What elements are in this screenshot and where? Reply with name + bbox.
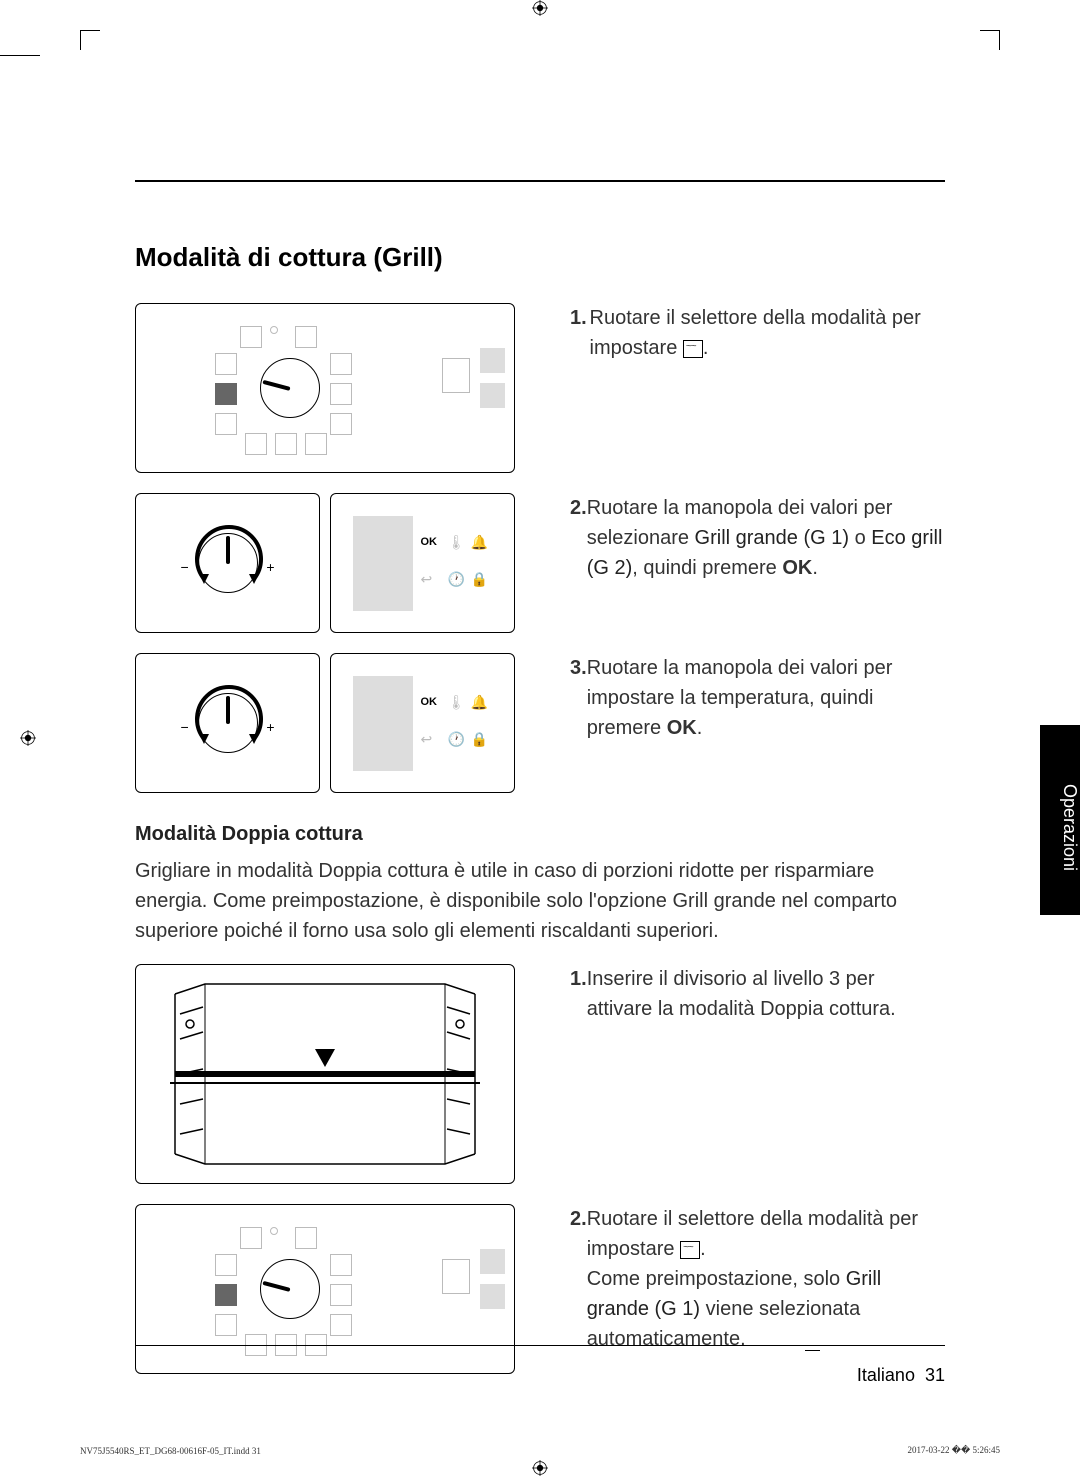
oven-interior-diagram bbox=[135, 964, 515, 1184]
value-dial: −+ bbox=[198, 533, 258, 593]
display-bar-3 bbox=[480, 1249, 505, 1274]
side-tab: Operazioni bbox=[1040, 725, 1080, 915]
indd-filename: NV75J5540RS_ET_DG68-00616F-05_IT.indd 31 bbox=[80, 1446, 261, 1456]
lock-icon-2: 🔒 bbox=[471, 731, 488, 748]
clock-icon-2: 🕐 bbox=[448, 731, 465, 748]
thermometer-icon-2: 🌡 bbox=[448, 694, 466, 711]
step-2-text: 2. Ruotare la manopola dei valori per se… bbox=[570, 493, 945, 583]
step-1-row: 1. Ruotare il selettore della modalità p… bbox=[135, 303, 945, 473]
sub-step-2-row: 2. Ruotare il selettore della modalità p… bbox=[135, 1204, 945, 1374]
display-bar-1 bbox=[480, 348, 505, 373]
value-dial-diagram-2: −+ bbox=[135, 653, 320, 793]
section-title: Modalità di cottura (Grill) bbox=[135, 242, 945, 273]
footer-tick bbox=[805, 1350, 820, 1351]
ok-button-label: OK bbox=[421, 536, 438, 548]
display-icon-2 bbox=[442, 1259, 470, 1294]
page-footer: Italiano 31 bbox=[857, 1365, 945, 1386]
grill-icon bbox=[683, 340, 703, 358]
step-1-text: 1. Ruotare il selettore della modalità p… bbox=[570, 303, 945, 363]
sub-heading: Modalità Doppia cottura bbox=[135, 823, 945, 846]
screen-diagram-1: OK 🌡 🔔 ↩ 🕐 🔒 bbox=[330, 493, 515, 633]
sub-step-1-row: 1. Inserire il divisorio al livello 3 pe… bbox=[135, 964, 945, 1184]
display-bar-4 bbox=[480, 1284, 505, 1309]
page-content: Modalità di cottura (Grill) bbox=[0, 0, 1080, 1476]
grill-icon-2 bbox=[680, 1241, 700, 1259]
screen-display-gray-2 bbox=[353, 676, 413, 771]
bell-icon: 🔔 bbox=[471, 534, 488, 551]
grill-mode-icon-selected bbox=[215, 383, 237, 405]
display-icon bbox=[442, 358, 470, 393]
top-rule bbox=[135, 180, 945, 182]
mode-selector-dial bbox=[260, 358, 320, 418]
screen-display-gray bbox=[353, 516, 413, 611]
sub-step-2-text: 2. Ruotare il selettore della modalità p… bbox=[570, 1204, 945, 1354]
mode-selector-dial-2 bbox=[260, 1259, 320, 1319]
step-2-row: −+ OK 🌡 🔔 ↩ 🕐 🔒 2. Ruotare la manopola d… bbox=[135, 493, 945, 633]
body-paragraph: Grigliare in modalità Doppia cottura è u… bbox=[135, 856, 945, 946]
display-bar-2 bbox=[480, 383, 505, 408]
screen-diagram-2: OK 🌡 🔔 ↩ 🕐 🔒 bbox=[330, 653, 515, 793]
control-panel-diagram-1 bbox=[135, 303, 515, 473]
back-icon-2: ↩ bbox=[421, 731, 433, 748]
step-3-text: 3. Ruotare la manopola dei valori per im… bbox=[570, 653, 945, 743]
step-3-row: −+ OK 🌡 🔔 ↩ 🕐 🔒 3. Ruotare la manopola d… bbox=[135, 653, 945, 793]
grill-mode-icon-selected-2 bbox=[215, 1284, 237, 1306]
sub-step-1-text: 1. Inserire il divisorio al livello 3 pe… bbox=[570, 964, 945, 1024]
lock-icon: 🔒 bbox=[471, 571, 488, 588]
bell-icon-2: 🔔 bbox=[471, 694, 488, 711]
control-panel-diagram-2 bbox=[135, 1204, 515, 1374]
ok-button-label-2: OK bbox=[421, 696, 438, 708]
value-dial-2: −+ bbox=[198, 693, 258, 753]
clock-icon: 🕐 bbox=[448, 571, 465, 588]
value-dial-diagram-1: −+ bbox=[135, 493, 320, 633]
footer-rule bbox=[135, 1345, 945, 1346]
thermometer-icon: 🌡 bbox=[448, 534, 466, 551]
back-icon: ↩ bbox=[421, 571, 433, 588]
oven-svg bbox=[155, 979, 495, 1169]
indd-timestamp: 2017-03-22 �� 5:26:45 bbox=[908, 1445, 1000, 1456]
